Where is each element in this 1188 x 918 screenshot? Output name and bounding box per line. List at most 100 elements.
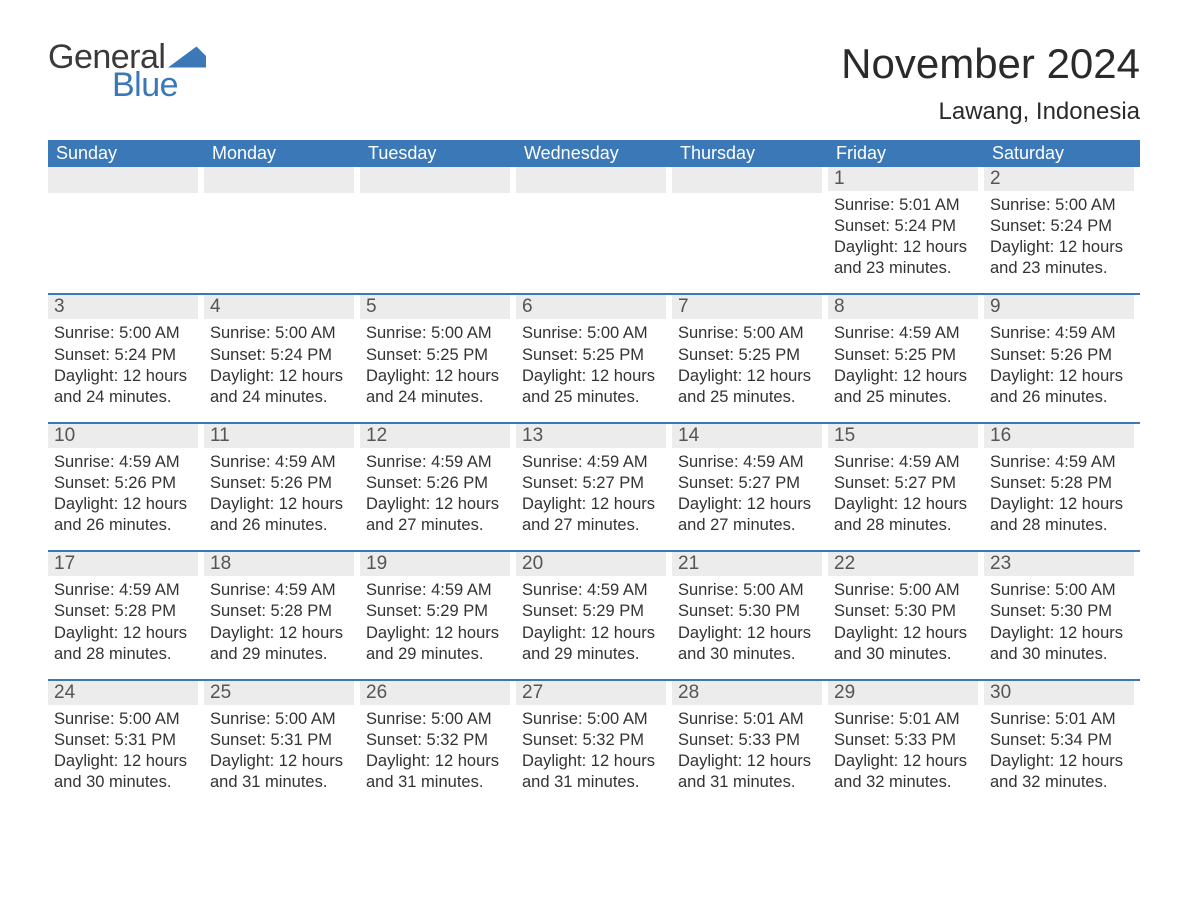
empty-day-head xyxy=(672,167,822,193)
sunset-line: Sunset: 5:32 PM xyxy=(366,730,508,751)
empty-day-head xyxy=(516,167,666,193)
day-cell xyxy=(516,167,672,279)
day-number: 8 xyxy=(828,295,978,319)
day-cell: 7 Sunrise: 5:00 AMSunset: 5:25 PMDaylight… xyxy=(672,295,828,407)
flag-icon xyxy=(168,46,206,68)
day-cell: 15Sunrise: 4:59 AMSunset: 5:27 PMDayligh… xyxy=(828,424,984,536)
sunrise-line: Sunrise: 5:00 AM xyxy=(990,580,1132,601)
day-number: 22 xyxy=(828,552,978,576)
sunset-line: Sunset: 5:31 PM xyxy=(210,730,352,751)
day-cell: 3Sunrise: 5:00 AMSunset: 5:24 PMDaylight… xyxy=(48,295,204,407)
day-cell xyxy=(672,167,828,279)
logo: General Blue xyxy=(48,40,206,102)
day-cell: 19Sunrise: 4:59 AMSunset: 5:29 PMDayligh… xyxy=(360,552,516,664)
day-body: Sunrise: 4:59 AMSunset: 5:26 PMDaylight:… xyxy=(360,452,510,536)
calendar: SundayMondayTuesdayWednesdayThursdayFrid… xyxy=(48,140,1140,793)
daylight-line: Daylight: 12 hours and 31 minutes. xyxy=(366,751,508,793)
sunset-line: Sunset: 5:33 PM xyxy=(678,730,820,751)
sunset-line: Sunset: 5:27 PM xyxy=(522,473,664,494)
day-number: 7 xyxy=(672,295,822,319)
day-cell: 23 Sunrise: 5:00 AMSunset: 5:30 PMDayligh… xyxy=(984,552,1140,664)
daylight-line: Daylight: 12 hours and 32 minutes. xyxy=(834,751,976,793)
daylight-line: Daylight: 12 hours and 27 minutes. xyxy=(522,494,664,536)
sunrise-line: Sunrise: 4:59 AM xyxy=(522,452,664,473)
empty-day-head xyxy=(204,167,354,193)
sunrise-line: Sunrise: 4:59 AM xyxy=(54,452,196,473)
daylight-line: Daylight: 12 hours and 26 minutes. xyxy=(210,494,352,536)
sunrise-line: Sunrise: 5:01 AM xyxy=(678,709,820,730)
day-body: Sunrise: 5:01 AMSunset: 5:34 PMDaylight:… xyxy=(984,709,1134,793)
day-number: 29 xyxy=(828,681,978,705)
sunrise-line: Sunrise: 5:00 AM xyxy=(210,709,352,730)
sunrise-line: Sunrise: 5:01 AM xyxy=(990,709,1132,730)
day-body: Sunrise: 5:00 AMSunset: 5:31 PMDaylight:… xyxy=(204,709,354,793)
day-number: 18 xyxy=(204,552,354,576)
day-cell xyxy=(48,167,204,279)
month-title: November 2024 xyxy=(841,40,1140,88)
sunrise-line: Sunrise: 4:59 AM xyxy=(210,580,352,601)
day-number: 23 xyxy=(984,552,1134,576)
day-number: 28 xyxy=(672,681,822,705)
day-number: 16 xyxy=(984,424,1134,448)
week-row: 17Sunrise: 4:59 AMSunset: 5:28 PMDayligh… xyxy=(48,550,1140,664)
sunrise-line: Sunrise: 4:59 AM xyxy=(366,580,508,601)
day-body: Sunrise: 4:59 AMSunset: 5:29 PMDaylight:… xyxy=(516,580,666,664)
sunset-line: Sunset: 5:28 PM xyxy=(210,601,352,622)
day-body: Sunrise: 5:00 AMSunset: 5:24 PMDaylight:… xyxy=(204,323,354,407)
sunset-line: Sunset: 5:30 PM xyxy=(834,601,976,622)
sunset-line: Sunset: 5:33 PM xyxy=(834,730,976,751)
daylight-line: Daylight: 12 hours and 32 minutes. xyxy=(990,751,1132,793)
day-body: Sunrise: 4:59 AMSunset: 5:26 PMDaylight:… xyxy=(204,452,354,536)
day-number: 17 xyxy=(48,552,198,576)
title-block: November 2024 Lawang, Indonesia xyxy=(841,40,1140,126)
day-number: 1 xyxy=(828,167,978,191)
sunset-line: Sunset: 5:29 PM xyxy=(522,601,664,622)
daylight-line: Daylight: 12 hours and 26 minutes. xyxy=(990,366,1132,408)
day-body: Sunrise: 4:59 AMSunset: 5:27 PMDaylight:… xyxy=(672,452,822,536)
daylight-line: Daylight: 12 hours and 29 minutes. xyxy=(366,623,508,665)
dow-saturday: Saturday xyxy=(984,140,1140,167)
sunset-line: Sunset: 5:27 PM xyxy=(678,473,820,494)
day-number: 2 xyxy=(984,167,1134,191)
sunrise-line: Sunrise: 4:59 AM xyxy=(834,323,976,344)
day-cell: 1Sunrise: 5:01 AMSunset: 5:24 PMDaylight… xyxy=(828,167,984,279)
dow-wednesday: Wednesday xyxy=(516,140,672,167)
sunset-line: Sunset: 5:31 PM xyxy=(54,730,196,751)
sunrise-line: Sunrise: 5:01 AM xyxy=(834,709,976,730)
day-cell xyxy=(360,167,516,279)
day-number: 21 xyxy=(672,552,822,576)
day-cell: 28Sunrise: 5:01 AMSunset: 5:33 PMDayligh… xyxy=(672,681,828,793)
sunset-line: Sunset: 5:29 PM xyxy=(366,601,508,622)
daylight-line: Daylight: 12 hours and 30 minutes. xyxy=(990,623,1132,665)
day-body: Sunrise: 4:59 AMSunset: 5:27 PMDaylight:… xyxy=(828,452,978,536)
day-body: Sunrise: 5:00 AMSunset: 5:30 PMDaylight:… xyxy=(984,580,1134,664)
day-body: Sunrise: 5:00 AMSunset: 5:32 PMDaylight:… xyxy=(516,709,666,793)
day-cell: 16Sunrise: 4:59 AMSunset: 5:28 PMDayligh… xyxy=(984,424,1140,536)
day-cell: 29 Sunrise: 5:01 AMSunset: 5:33 PMDayligh… xyxy=(828,681,984,793)
sunset-line: Sunset: 5:34 PM xyxy=(990,730,1132,751)
day-number: 11 xyxy=(204,424,354,448)
day-body: Sunrise: 5:00 AMSunset: 5:25 PMDaylight:… xyxy=(672,323,822,407)
day-number: 25 xyxy=(204,681,354,705)
daylight-line: Daylight: 12 hours and 27 minutes. xyxy=(366,494,508,536)
sunset-line: Sunset: 5:25 PM xyxy=(522,345,664,366)
sunrise-line: Sunrise: 5:00 AM xyxy=(990,195,1132,216)
empty-day-head xyxy=(360,167,510,193)
sunset-line: Sunset: 5:24 PM xyxy=(990,216,1132,237)
day-cell: 8Sunrise: 4:59 AMSunset: 5:25 PMDaylight… xyxy=(828,295,984,407)
day-cell: 9Sunrise: 4:59 AMSunset: 5:26 PMDaylight… xyxy=(984,295,1140,407)
daylight-line: Daylight: 12 hours and 28 minutes. xyxy=(990,494,1132,536)
daylight-line: Daylight: 12 hours and 23 minutes. xyxy=(834,237,976,279)
day-number: 27 xyxy=(516,681,666,705)
day-body: Sunrise: 4:59 AMSunset: 5:26 PMDaylight:… xyxy=(984,323,1134,407)
day-cell: 18Sunrise: 4:59 AMSunset: 5:28 PMDayligh… xyxy=(204,552,360,664)
day-cell: 14Sunrise: 4:59 AMSunset: 5:27 PMDayligh… xyxy=(672,424,828,536)
dow-sunday: Sunday xyxy=(48,140,204,167)
day-cell: 4Sunrise: 5:00 AMSunset: 5:24 PMDaylight… xyxy=(204,295,360,407)
sunrise-line: Sunrise: 4:59 AM xyxy=(210,452,352,473)
day-number: 6 xyxy=(516,295,666,319)
sunset-line: Sunset: 5:30 PM xyxy=(678,601,820,622)
sunset-line: Sunset: 5:24 PM xyxy=(210,345,352,366)
sunset-line: Sunset: 5:26 PM xyxy=(990,345,1132,366)
sunrise-line: Sunrise: 4:59 AM xyxy=(834,452,976,473)
